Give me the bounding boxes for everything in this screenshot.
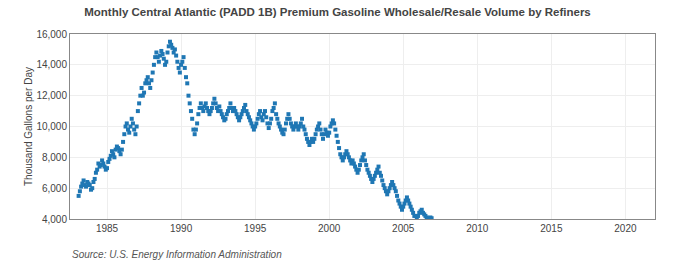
svg-text:12,000: 12,000 bbox=[36, 90, 67, 101]
svg-text:2020: 2020 bbox=[614, 223, 637, 234]
svg-text:Source: U.S. Energy Informatio: Source: U.S. Energy Information Administ… bbox=[72, 249, 282, 260]
svg-text:14,000: 14,000 bbox=[36, 59, 67, 70]
svg-text:1990: 1990 bbox=[170, 223, 193, 234]
svg-text:1995: 1995 bbox=[244, 223, 267, 234]
svg-text:2010: 2010 bbox=[466, 223, 489, 234]
svg-text:4,000: 4,000 bbox=[42, 214, 67, 225]
svg-text:8,000: 8,000 bbox=[42, 152, 67, 163]
svg-text:6,000: 6,000 bbox=[42, 183, 67, 194]
svg-text:10,000: 10,000 bbox=[36, 121, 67, 132]
svg-text:2015: 2015 bbox=[540, 223, 563, 234]
svg-text:2005: 2005 bbox=[392, 223, 415, 234]
svg-text:Thousand Gallons per Day: Thousand Gallons per Day bbox=[23, 67, 34, 186]
svg-text:1985: 1985 bbox=[96, 223, 119, 234]
svg-text:Monthly Central Atlantic (PADD: Monthly Central Atlantic (PADD 1B) Premi… bbox=[84, 6, 591, 18]
svg-text:2000: 2000 bbox=[318, 223, 341, 234]
svg-text:16,000: 16,000 bbox=[36, 29, 67, 40]
